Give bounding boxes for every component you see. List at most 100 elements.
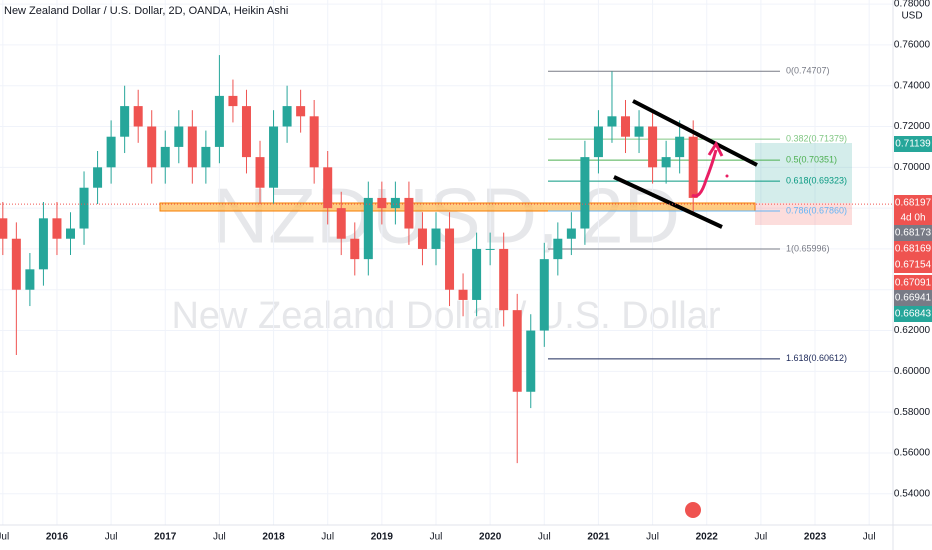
candle-body (79, 187, 89, 229)
candle-body (458, 289, 468, 300)
candle-body (390, 197, 400, 209)
candle-body (499, 248, 509, 311)
candle-body (0, 218, 8, 239)
x-tick-label: 2021 (587, 532, 610, 543)
candle-body (661, 157, 671, 168)
y-tick-label: 0.58000 (894, 407, 931, 418)
candle-body (133, 106, 143, 127)
x-tick-label: Jul (646, 532, 659, 543)
candle-body (228, 95, 238, 107)
x-tick-label: Jul (321, 532, 334, 543)
y-tick-label: 0.76000 (894, 40, 931, 51)
x-tick-label: Jul (754, 532, 767, 543)
x-tick-label: 2018 (262, 532, 285, 543)
candle-body (52, 218, 62, 239)
chart-title: New Zealand Dollar / U.S. Dollar, 2D, OA… (4, 5, 288, 17)
price-label-box (894, 257, 932, 273)
candle-body (25, 269, 35, 290)
price-label-box (894, 136, 932, 152)
price-label: 0.67091 (895, 278, 932, 289)
y-tick-label: 0.70000 (894, 162, 931, 173)
y-tick-label: 0.62000 (894, 325, 931, 336)
candle-body (160, 146, 170, 168)
candle-body (593, 126, 603, 158)
x-tick-label: 2017 (154, 532, 177, 543)
candle-body (621, 116, 631, 137)
candle-body (323, 167, 333, 209)
candle-body (363, 197, 373, 260)
candle-body (553, 238, 563, 260)
x-tick-label: 2016 (46, 532, 69, 543)
candle-body (350, 238, 360, 260)
candle-body (241, 106, 251, 158)
candle-body (445, 228, 455, 290)
candle-body (607, 116, 617, 127)
fib-label: 0.5(0.70351) (786, 155, 837, 165)
candle-body (526, 330, 536, 392)
x-tick-label: 2023 (804, 532, 827, 543)
y-tick-label: 0.60000 (894, 366, 931, 377)
candle-body (309, 116, 319, 168)
fib-label: 0.786(0.67860) (786, 205, 847, 215)
x-tick-label: 2022 (696, 532, 719, 543)
price-label-box (894, 225, 932, 241)
channel-upper (632, 99, 758, 167)
candle-body (38, 218, 48, 270)
candle-body (296, 106, 306, 117)
candle-body (472, 248, 482, 300)
event-icon (685, 502, 701, 518)
candle-body (431, 228, 441, 249)
support-zone (159, 202, 756, 212)
candle-body (106, 136, 116, 168)
y-tick-label: 0.54000 (894, 488, 931, 499)
price-label-box (894, 275, 932, 291)
candle-body (404, 197, 414, 229)
stop-zone (755, 203, 852, 225)
price-label: 0.66941 (895, 293, 932, 304)
price-label-box (894, 290, 932, 306)
watermark-subtitle: New Zealand Dollar / U.S. Dollar (171, 295, 720, 337)
x-tick-label: 2020 (479, 532, 502, 543)
candle-body (539, 259, 549, 331)
candle-body (634, 126, 644, 137)
candle-body (11, 238, 21, 290)
candle-body (580, 157, 590, 229)
candle-body (417, 228, 427, 249)
candle-body (512, 310, 522, 392)
price-label: 0.67154 (895, 260, 932, 271)
candle-body (214, 95, 224, 147)
price-label: 0.66843 (895, 309, 932, 320)
price-label: 4d 0h (900, 213, 925, 224)
fib-label: 0.382(0.71379) (786, 134, 847, 144)
price-label: 0.68197 (895, 198, 932, 209)
candle-body (336, 208, 346, 239)
candle-body (675, 136, 685, 158)
x-tick-label: Jul (863, 532, 876, 543)
target-zone (755, 143, 852, 203)
projection-arrow (691, 149, 718, 198)
x-tick-label: 2019 (371, 532, 394, 543)
candle-body (66, 228, 75, 239)
price-label-box (894, 195, 932, 211)
candle-body (485, 248, 495, 250)
y-tick-label: 0.56000 (894, 448, 931, 459)
price-label-box (894, 210, 932, 226)
fib-label: 0.618(0.69323) (786, 176, 847, 186)
candle-body (255, 157, 265, 188)
x-tick-label: Jul (0, 532, 9, 543)
candle-body (187, 126, 197, 168)
fib-label: 1.618(0.60612) (786, 353, 847, 363)
x-tick-label: Jul (105, 532, 118, 543)
fib-label: 1(0.65996) (786, 243, 830, 253)
candle-body (282, 106, 292, 127)
candle-body (147, 126, 157, 168)
price-label: 0.68169 (895, 244, 932, 255)
channel-lower (613, 175, 723, 229)
candle-body (120, 106, 130, 137)
candles (0, 55, 698, 464)
y-tick-label: 0.72000 (894, 121, 931, 132)
candle-body (648, 126, 658, 168)
x-tick-label: Jul (430, 532, 443, 543)
